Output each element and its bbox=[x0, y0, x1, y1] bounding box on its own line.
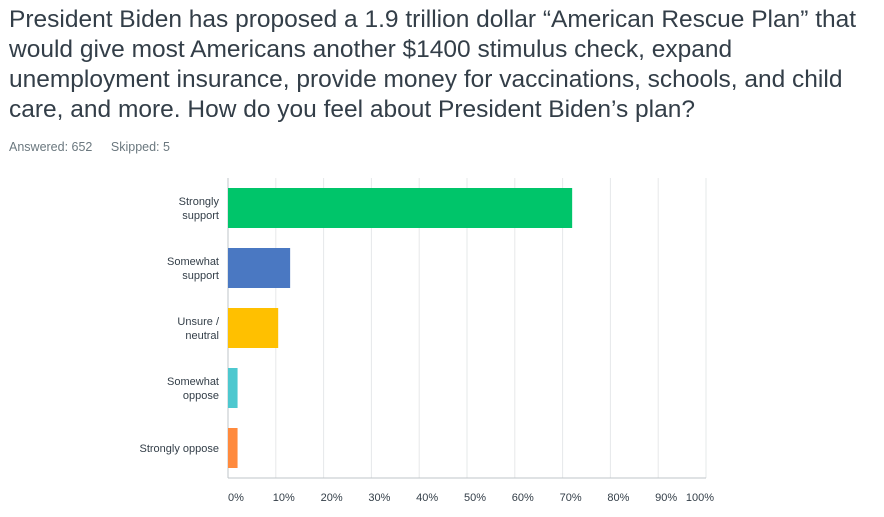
category-label: Strongly support bbox=[179, 196, 220, 222]
category-label: Somewhat oppose bbox=[167, 376, 219, 402]
x-tick-label: 90% bbox=[655, 492, 677, 504]
bar bbox=[228, 248, 291, 288]
x-tick-label: 100% bbox=[686, 492, 714, 504]
x-tick-label: 60% bbox=[512, 492, 534, 504]
bar bbox=[228, 188, 573, 228]
x-axis: 0% 10% 20% 30% 40% 50% 60% 70% 80% 90% 100% bbox=[228, 477, 714, 504]
bar bbox=[228, 428, 238, 468]
bar bbox=[228, 308, 279, 348]
x-tick-label: 10% bbox=[273, 492, 295, 504]
category-label: Somewhat support bbox=[167, 256, 219, 282]
bars bbox=[228, 188, 573, 468]
category-labels: Strongly support Somewhat support Unsure / ne… bbox=[140, 196, 220, 455]
bar bbox=[228, 368, 238, 408]
x-tick-label: 50% bbox=[464, 492, 486, 504]
response-stats: Answered: 652 Skipped: 5 bbox=[9, 140, 185, 154]
x-tick-label: 0% bbox=[228, 492, 244, 504]
x-tick-label: 20% bbox=[321, 492, 343, 504]
question-title: President Biden has proposed a 1.9 trill… bbox=[9, 6, 857, 123]
category-label: Strongly oppose bbox=[140, 443, 220, 455]
x-tick-label: 40% bbox=[416, 492, 438, 504]
category-label: Unsure / neutral bbox=[177, 316, 220, 342]
answered-count: Answered: 652 bbox=[9, 140, 93, 154]
skipped-count: Skipped: 5 bbox=[110, 140, 170, 154]
x-tick-label: 70% bbox=[560, 492, 582, 504]
x-tick-label: 30% bbox=[368, 492, 390, 504]
x-tick-label: 80% bbox=[607, 492, 629, 504]
